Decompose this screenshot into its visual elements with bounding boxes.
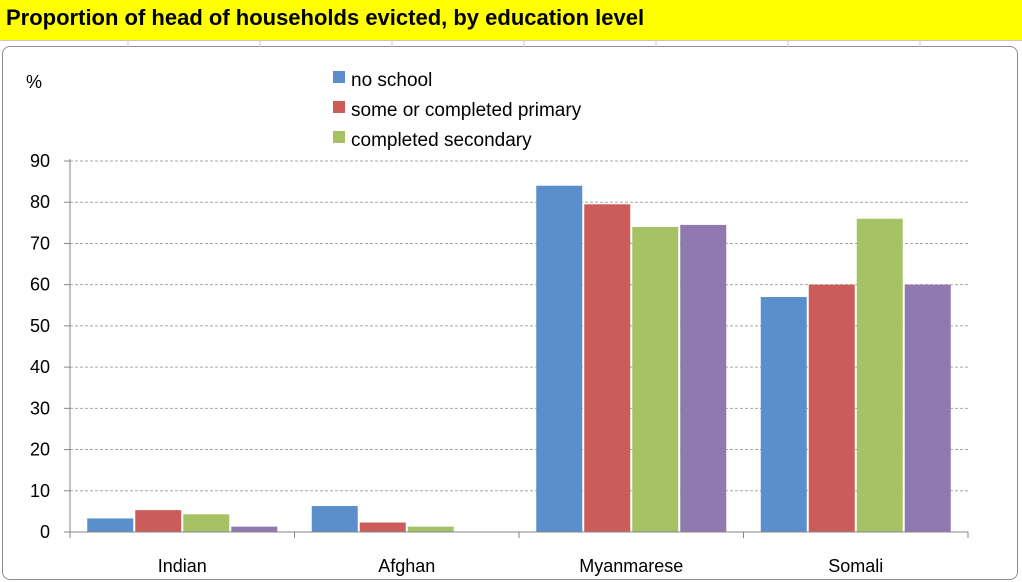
bar	[231, 526, 278, 532]
bar	[680, 224, 727, 532]
legend-label: completed secondary	[351, 130, 532, 151]
bar	[87, 518, 134, 532]
bar	[584, 204, 631, 533]
legend-label: no school	[351, 70, 432, 91]
legend: no school some or completed primary comple…	[333, 70, 582, 151]
bar	[632, 226, 679, 532]
x-axis-ticks: Indian Afghan Myanmarese Somali	[69, 532, 969, 576]
page-title: Proportion of head of households evicted…	[6, 5, 645, 30]
bar	[311, 506, 358, 532]
legend-label: some or completed primary	[351, 100, 582, 121]
y-tick-label: 70	[30, 233, 50, 253]
outer-grid-lines	[127, 40, 921, 47]
y-tick-label: 80	[30, 192, 50, 212]
y-axis-label: %	[26, 72, 42, 92]
legend-swatch	[333, 101, 345, 113]
y-axis-ticks: 0 10 20 30 40 50 60 70 80 90	[30, 151, 70, 542]
x-tick-label: Afghan	[378, 556, 435, 576]
y-tick-label: 0	[40, 522, 50, 542]
bar	[536, 185, 583, 532]
y-tick-label: 50	[30, 316, 50, 336]
bar	[904, 284, 951, 532]
x-tick-label: Indian	[158, 556, 207, 576]
bar	[359, 522, 406, 532]
x-tick-label: Myanmarese	[579, 556, 683, 576]
y-tick-label: 20	[30, 440, 50, 460]
bar	[856, 218, 903, 532]
title-bar: Proportion of head of households evicted…	[0, 0, 1022, 41]
y-tick-label: 10	[30, 481, 50, 501]
y-tick-label: 40	[30, 357, 50, 377]
x-tick-label: Somali	[828, 556, 883, 576]
bar	[183, 514, 230, 532]
bar	[407, 526, 454, 532]
legend-swatch	[333, 71, 345, 83]
legend-swatch	[333, 131, 345, 143]
y-tick-label: 60	[30, 275, 50, 295]
bar	[760, 297, 807, 532]
y-tick-label: 30	[30, 398, 50, 418]
y-tick-label: 90	[30, 151, 50, 171]
bar	[808, 284, 855, 532]
bars	[87, 185, 951, 533]
bar	[135, 510, 182, 532]
